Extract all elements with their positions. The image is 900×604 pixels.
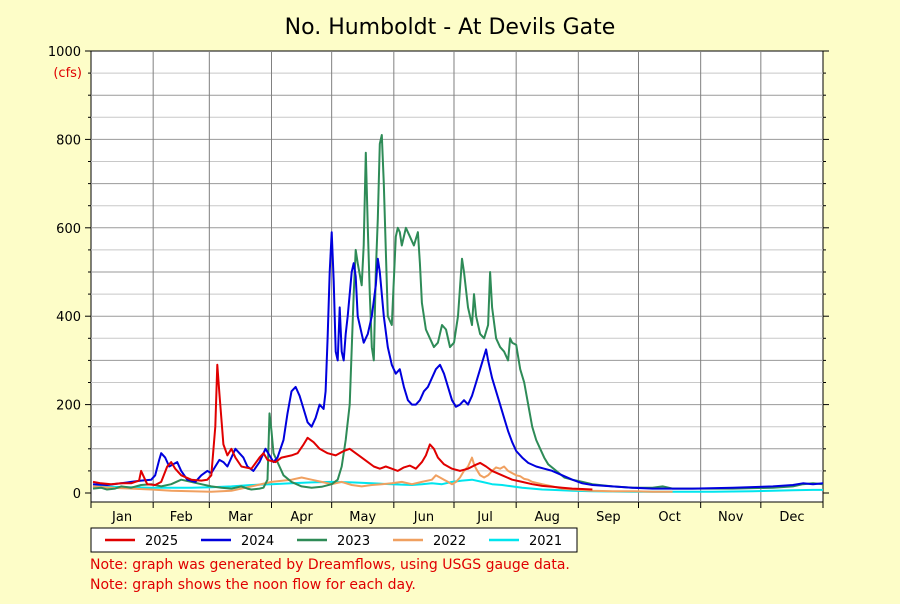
series-line-2025 [92,363,593,491]
legend-label-2024: 2024 [241,534,274,549]
y-tick-label: 600 [56,222,81,237]
axes: 0 200 400 600 800 1000 Jan Feb Mar Apr May Jun Jul Au… [48,45,829,525]
plot-area [90,50,824,503]
legend-label-2023: 2023 [337,534,370,549]
x-tick-label: Nov [718,510,744,525]
x-tick-label: Jan [111,510,132,525]
unit-label: (cfs) [53,66,82,81]
y-tick-label: 0 [73,487,81,502]
y-tick-label: 800 [56,133,81,148]
x-tick-label: Mar [228,510,253,525]
y-tick-label: 400 [56,310,81,325]
x-tick-label: Dec [779,510,804,525]
x-tick-label: Jul [476,510,493,525]
x-tick-label: Aug [535,510,560,525]
note-noon: Note: graph shows the noon flow for each… [90,577,416,593]
series-line-2024 [92,231,824,490]
chart-title: No. Humboldt - At Devils Gate [285,15,616,40]
x-tick-label: Feb [170,510,193,525]
legend-label-2025: 2025 [145,534,178,549]
x-tick-label: May [349,510,376,525]
series-group [92,134,824,493]
x-tick-label: Sep [596,510,621,525]
x-tick-label: Jun [413,510,434,525]
note-source: Note: graph was generated by Dreamflows,… [90,557,570,573]
x-tick-label: Apr [290,510,313,525]
grid [91,51,823,502]
legend-label-2021: 2021 [529,534,562,549]
series-line-2023 [92,134,824,491]
legend: 2025 2024 2023 2022 2021 [90,527,578,553]
y-tick-label: 1000 [48,45,81,60]
y-tick-label: 200 [56,399,81,414]
x-tick-label: Oct [658,510,680,525]
legend-label-2022: 2022 [433,534,466,549]
